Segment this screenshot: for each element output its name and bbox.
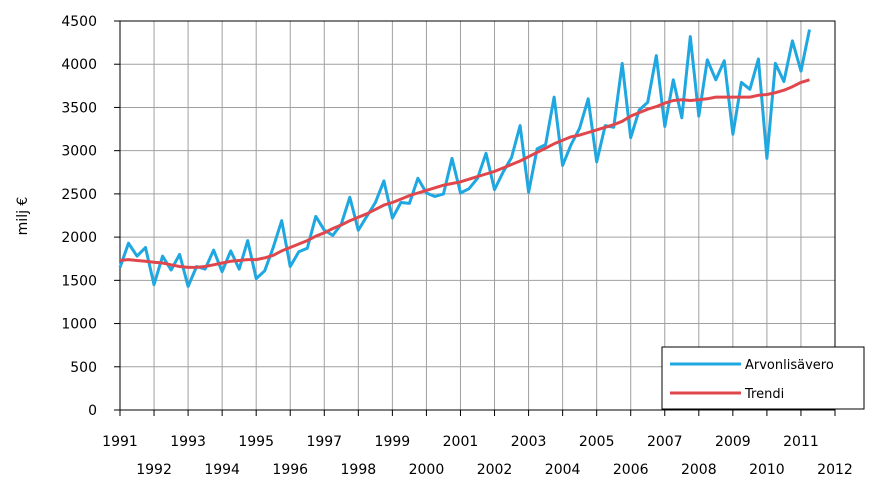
x-tick-label: 1999: [375, 434, 411, 450]
series-layer: [118, 29, 811, 288]
legend: Arvonlisävero Trendi: [661, 346, 865, 410]
y-tick-label: 1000: [61, 317, 97, 333]
x-tick-label: 2010: [749, 462, 785, 478]
x-tick-label: 1995: [238, 434, 274, 450]
x-tick-label: 1998: [341, 462, 377, 478]
x-tick-label: 2008: [681, 462, 717, 478]
legend-box: [661, 346, 865, 410]
series-line-trendi: [119, 78, 810, 269]
x-tick-label: 1991: [102, 434, 138, 450]
x-tick-label: 1993: [170, 434, 206, 450]
x-axis: 1991 1992 1993 1994 1995 1996 1997 1998 1999 2000…: [102, 410, 853, 478]
y-axis-title: milj €: [15, 197, 31, 236]
y-tick-label: 2000: [61, 230, 97, 246]
x-tick-label: 2004: [545, 462, 581, 478]
x-tick-label: 2011: [783, 434, 819, 450]
y-tick-label: 1500: [61, 273, 97, 289]
y-tick-label: 3000: [61, 144, 97, 160]
grid: [120, 21, 835, 410]
series-line-arvonlisavero: [118, 29, 811, 288]
legend-label-trendi: Trendi: [744, 387, 784, 402]
y-tick-label: 500: [70, 360, 97, 376]
x-tick-label: 2006: [613, 462, 649, 478]
x-tick-label: 2003: [511, 434, 547, 450]
x-tick-label: 2012: [817, 462, 853, 478]
x-tick-label: 1992: [136, 462, 172, 478]
y-tick-label: 4000: [61, 57, 97, 73]
x-tick-label: 2007: [647, 434, 683, 450]
y-tick-label: 4500: [61, 14, 97, 30]
x-tick-label: 1996: [272, 462, 308, 478]
y-tick-label: 3500: [61, 100, 97, 116]
y-axis: 0 500 1000 1500 2000 2500 3000 3500 4000 4500: [61, 14, 120, 419]
y-tick-label: 0: [88, 403, 97, 419]
x-tick-label: 2001: [443, 434, 479, 450]
x-tick-label: 2005: [579, 434, 615, 450]
x-tick-label: 2000: [409, 462, 445, 478]
x-tick-label: 1997: [306, 434, 342, 450]
plot-frame: [119, 20, 836, 411]
y-tick-label: 2500: [61, 187, 97, 203]
x-tick-label: 2002: [477, 462, 513, 478]
x-tick-label: 2009: [715, 434, 751, 450]
legend-label-arvonlisavero: Arvonlisävero: [745, 358, 834, 373]
x-tick-label: 1994: [204, 462, 240, 478]
